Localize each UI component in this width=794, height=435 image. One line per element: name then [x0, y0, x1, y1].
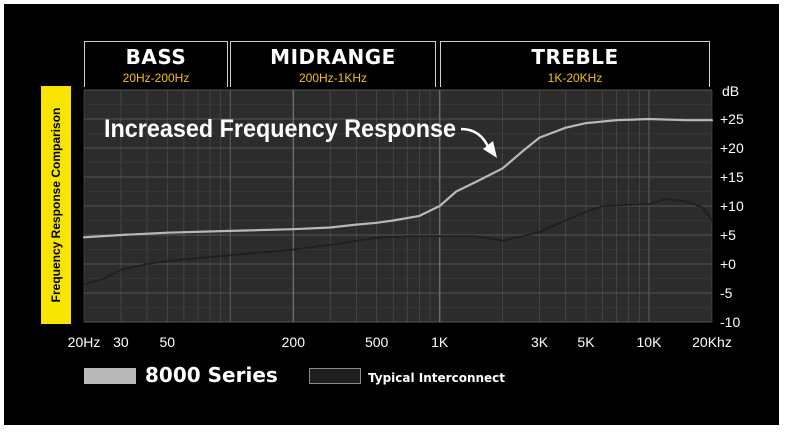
legend-label-8000-series: 8000 Series: [145, 363, 278, 387]
series-line-typical-interconnect: [83, 198, 713, 286]
y-tick-label: +0: [720, 256, 736, 272]
x-tick-label: 5K: [577, 334, 595, 350]
y-tick-label: +5: [720, 227, 736, 243]
x-tick-label: 30: [113, 334, 129, 350]
y-tick-label: +20: [720, 140, 744, 156]
band-treble-name: TREBLE: [531, 45, 619, 69]
legend-swatch-typical-interconnect: [309, 368, 361, 384]
x-tick-label: 20Khz: [692, 334, 732, 350]
ticks: 20Hz 30 50 200 500 1K 3K 5K 10K 20Khz +25 +20 +15 +10…: [68, 111, 744, 350]
x-tick-label: 20Hz: [68, 334, 101, 350]
band-midrange-range: 200Hz-1KHz: [298, 71, 368, 85]
band-bass-name: BASS: [125, 45, 187, 69]
legend-label-typical-interconnect: Typical Interconnect: [368, 371, 506, 385]
x-tick-label: 200: [282, 334, 306, 350]
band-treble-range: 1K-20KHz: [547, 71, 603, 85]
y-tick-label: +10: [720, 198, 744, 214]
series-layer: [82, 117, 714, 286]
band-midrange-name: MIDRANGE: [270, 45, 396, 69]
band-bass-range: 20Hz-200Hz: [122, 71, 190, 85]
y-tick-label: -10: [720, 314, 740, 330]
title-arrowhead: [483, 141, 497, 158]
x-tick-label: 10K: [637, 334, 663, 350]
side-label-box: [41, 86, 71, 324]
band-bass: BASS 20Hz-200Hz: [84, 41, 228, 87]
y-tick-label: -5: [720, 285, 733, 301]
x-tick-label: 50: [160, 334, 176, 350]
x-tick-label: 500: [365, 334, 389, 350]
y-tick-label: +25: [720, 111, 744, 127]
series-line-8000-series: [82, 117, 714, 239]
grid: [83, 89, 713, 323]
y-tick-label: +15: [720, 169, 744, 185]
legend-swatch-8000-series: [84, 368, 136, 384]
band-midrange: MIDRANGE 200Hz-1KHz: [230, 41, 436, 87]
y-axis-unit: dB: [722, 83, 739, 99]
chart-title: Increased Frequency Response: [104, 115, 456, 143]
x-tick-label: 3K: [531, 334, 549, 350]
x-tick-label: 1K: [431, 334, 449, 350]
band-treble: TREBLE 1K-20KHz: [440, 41, 710, 87]
